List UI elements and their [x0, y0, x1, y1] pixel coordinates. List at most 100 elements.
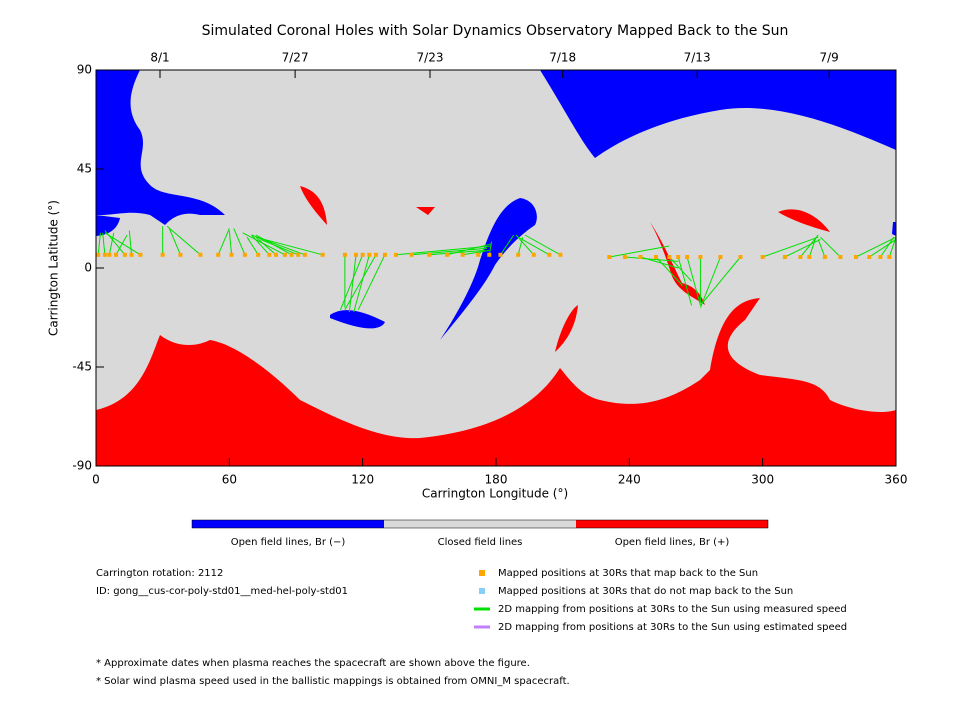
mapping-line: [228, 230, 233, 255]
open-negative: [440, 198, 537, 340]
run-id: ID: gong__cus-cor-poly-std01__med-hel-po…: [96, 586, 348, 597]
mapping-line: [677, 256, 693, 306]
mapping-line: [344, 254, 377, 311]
colorbar-swatch: [384, 520, 576, 528]
mapped-point: [242, 252, 247, 257]
mapped-point: [718, 255, 723, 259]
mapped-point: [760, 255, 765, 259]
legend-marker: [479, 570, 485, 576]
mapping-line: [668, 256, 692, 282]
mapped-point: [107, 252, 112, 257]
y-tick-label: -45: [72, 360, 92, 374]
legend-label: Mapped positions at 30Rs that map back t…: [498, 568, 758, 579]
mapped-point: [367, 252, 372, 257]
mapping-line: [517, 236, 550, 256]
open-positive: [300, 186, 327, 225]
mapping-line: [115, 234, 128, 256]
mapped-point: [516, 252, 521, 257]
mapping-line: [246, 236, 259, 256]
mapping-line: [357, 254, 386, 311]
mapped-point: [476, 252, 481, 257]
mapping-line: [462, 249, 490, 256]
mapped-point: [460, 252, 465, 257]
mapped-point: [667, 255, 672, 259]
x-tick-label: 180: [485, 473, 508, 487]
mapped-point: [256, 252, 261, 257]
mapped-point: [622, 255, 627, 259]
mapped-point: [782, 255, 787, 259]
mapping-line: [699, 256, 721, 308]
y-tick-label: 0: [84, 261, 92, 275]
mapping-line: [524, 234, 561, 256]
x-tick-label: 60: [222, 473, 237, 487]
mapping-line: [808, 237, 817, 258]
mapping-line: [251, 234, 270, 256]
legend-marker: [479, 588, 485, 594]
mapping-line: [260, 238, 299, 256]
x2-tick-label: 7/27: [282, 51, 309, 65]
mapping-line: [446, 243, 492, 256]
mapped-point: [374, 252, 378, 257]
mapping-line: [168, 228, 181, 255]
mapping-line: [339, 254, 364, 310]
mapping-line: [624, 256, 679, 262]
mapped-point: [129, 252, 134, 257]
mapped-point: [229, 252, 234, 257]
mapped-point: [531, 252, 536, 257]
open-positive: [778, 209, 830, 232]
legend-label: Mapped positions at 30Rs that do not map…: [498, 586, 793, 597]
mapping-line: [411, 247, 488, 256]
mapped-point: [445, 252, 450, 257]
mapped-point: [160, 252, 165, 257]
x2-tick-label: 8/1: [150, 51, 169, 65]
mapping-line: [128, 230, 133, 255]
note: * Solar wind plasma speed used in the ba…: [96, 676, 570, 687]
mapping-line: [348, 254, 357, 313]
open-positive: [416, 207, 435, 215]
mapping-line: [880, 236, 895, 258]
mapped-point: [102, 252, 107, 257]
open-positive: [555, 305, 578, 352]
mapped-point: [114, 252, 118, 257]
y-tick-label: 90: [77, 63, 92, 77]
mapped-point: [878, 255, 883, 259]
mapped-point: [798, 255, 803, 259]
regions: [96, 70, 896, 466]
x-tick-label: 300: [751, 473, 774, 487]
colorbar-swatch: [576, 520, 768, 528]
mapped-point: [198, 252, 203, 257]
mapping-line: [217, 228, 230, 255]
mapped-point: [289, 252, 294, 257]
legend: Mapped positions at 30Rs that map back t…: [474, 568, 847, 633]
mapped-point: [607, 255, 612, 259]
mapped-point: [807, 255, 812, 259]
mapping-line: [255, 236, 277, 256]
x-tick-label: 0: [92, 473, 100, 487]
mapped-point: [138, 252, 143, 257]
mapped-point: [122, 252, 127, 257]
mapped-point: [558, 252, 563, 257]
mapping-line: [242, 232, 286, 256]
mapping-line: [353, 254, 370, 313]
mapping-line: [255, 236, 323, 256]
open-negative: [96, 215, 120, 236]
mapped-point: [296, 252, 301, 257]
mapping-line: [97, 232, 101, 255]
mapped-point: [178, 252, 183, 257]
mapped-point: [360, 252, 365, 257]
mapped-point: [267, 252, 272, 257]
mapped-point: [738, 255, 743, 259]
mapped-point: [685, 255, 690, 259]
mapping-line: [108, 232, 115, 255]
mapping-line: [686, 256, 701, 306]
mapping-line: [104, 232, 141, 256]
mapped-point: [822, 255, 827, 259]
mapped-point: [382, 252, 387, 257]
x-axis-label: Carrington Longitude (°): [422, 487, 568, 501]
open-negative: [96, 70, 225, 225]
open-positive: [96, 298, 896, 466]
mapped-point: [854, 255, 858, 259]
colorbar-label: Open field lines, Br (+): [615, 537, 730, 548]
mapping-line: [500, 234, 515, 256]
